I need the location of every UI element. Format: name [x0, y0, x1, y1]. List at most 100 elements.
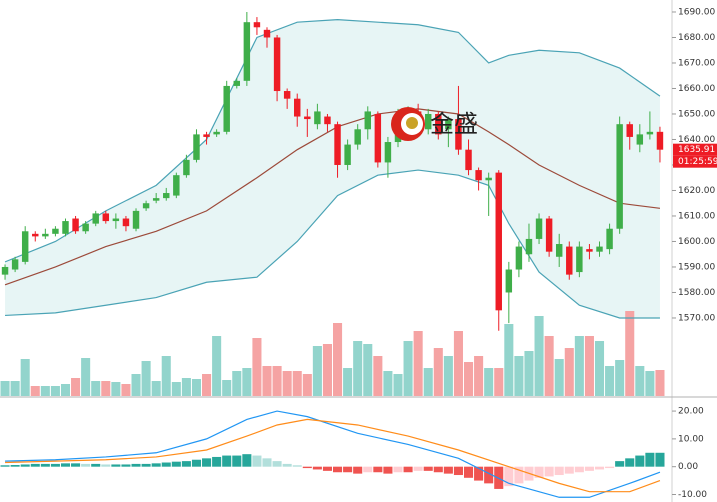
candle-body [596, 246, 603, 252]
candle-body [122, 218, 130, 227]
histogram-bar [191, 459, 202, 467]
volume-bar [262, 366, 272, 396]
volume-bar [594, 341, 605, 396]
candle-body [283, 91, 291, 99]
candle-body [92, 213, 99, 224]
candle-body [314, 111, 321, 125]
volume-bar [202, 374, 212, 396]
candle-body [193, 134, 200, 160]
candle-body [72, 218, 79, 232]
histogram-bar [312, 466, 322, 470]
histogram-bar [242, 454, 252, 467]
candle-body [555, 244, 563, 257]
histogram-bar [605, 466, 615, 469]
volume-bar [655, 370, 665, 396]
candle-body [535, 218, 543, 239]
histogram-bar [635, 455, 645, 467]
volume-bar [635, 366, 645, 396]
histogram-bar [463, 466, 474, 478]
candle-body [173, 175, 180, 196]
volume-bar [453, 331, 463, 396]
volume-bar [564, 348, 574, 396]
histogram-bar [625, 458, 635, 467]
y-tick-label: 1650.00 [678, 109, 715, 119]
volume-bar [343, 368, 353, 396]
candle-body [163, 193, 170, 199]
candle-body [374, 113, 382, 163]
volume-bar [232, 371, 242, 396]
histogram-bar [282, 463, 292, 467]
histogram-bar [302, 466, 312, 469]
histogram-bar [202, 458, 212, 467]
signal-line [5, 418, 661, 493]
volume-bar [272, 366, 282, 396]
volume-bar [514, 356, 524, 396]
candle-body [142, 203, 150, 209]
histogram-bar [615, 461, 625, 467]
volume-bar [443, 356, 453, 396]
histogram-bar [413, 466, 423, 471]
histogram-bar [212, 456, 222, 467]
volume-bar [121, 384, 131, 396]
candle-body [52, 228, 59, 234]
volume-bar [615, 360, 625, 396]
histogram-bar [292, 465, 302, 467]
y-tick-label: 1600.00 [678, 237, 715, 247]
candle-body [465, 149, 472, 171]
volume-bar [554, 359, 564, 396]
candle-body [445, 119, 452, 130]
y-tick-label: 1640.00 [678, 135, 715, 145]
volume-bar [302, 374, 312, 396]
candle-body [304, 116, 311, 120]
histogram-bar [181, 461, 191, 467]
candle-body [1, 266, 9, 275]
histogram-bar [584, 466, 594, 471]
volume-bar [423, 368, 433, 396]
histogram-bar [333, 466, 343, 473]
histogram-bar [30, 463, 40, 467]
histogram-bar [232, 455, 242, 467]
volume-bar [504, 324, 514, 396]
candle-body [253, 22, 261, 28]
volume-bar [282, 371, 292, 396]
volume-bar [605, 366, 615, 396]
candle-body [636, 134, 644, 145]
candle-body [32, 233, 39, 237]
candle-body [132, 210, 140, 229]
band-lower [5, 169, 660, 319]
histogram-bar [373, 466, 383, 473]
candle-body [485, 177, 492, 181]
candle-body [384, 142, 392, 163]
histogram-bar [20, 464, 30, 467]
volume-bar [322, 344, 332, 396]
volume-bar [534, 316, 544, 396]
logo-dot [406, 117, 418, 129]
candle-body [152, 198, 160, 201]
histogram-bar [322, 466, 332, 471]
volume-bar [141, 361, 151, 396]
band-upper [4, 19, 661, 263]
macd-line [5, 410, 661, 498]
candle-body [545, 218, 553, 252]
candle-body [223, 85, 230, 132]
countdown-box [673, 155, 717, 168]
volume-bar [494, 368, 504, 396]
histogram-bar [50, 463, 60, 467]
candle-body [233, 80, 241, 86]
volume-bar [252, 338, 262, 396]
volume-bar [151, 381, 161, 396]
histogram-bar [423, 466, 433, 471]
histogram-bar [151, 463, 161, 467]
countdown-label: 01:25:59 [678, 157, 717, 167]
y-tick-label: 1660.00 [678, 84, 715, 94]
histogram-bar [262, 458, 272, 467]
candle-body [435, 113, 442, 135]
y-tick-label: 1670.00 [678, 58, 715, 68]
histogram-bar [363, 466, 373, 473]
histogram-bar [91, 463, 101, 467]
volume-bar [10, 381, 20, 396]
volume-bar [50, 386, 60, 396]
candle-body [11, 259, 19, 270]
macd-tick-label: 20.00 [678, 407, 704, 417]
